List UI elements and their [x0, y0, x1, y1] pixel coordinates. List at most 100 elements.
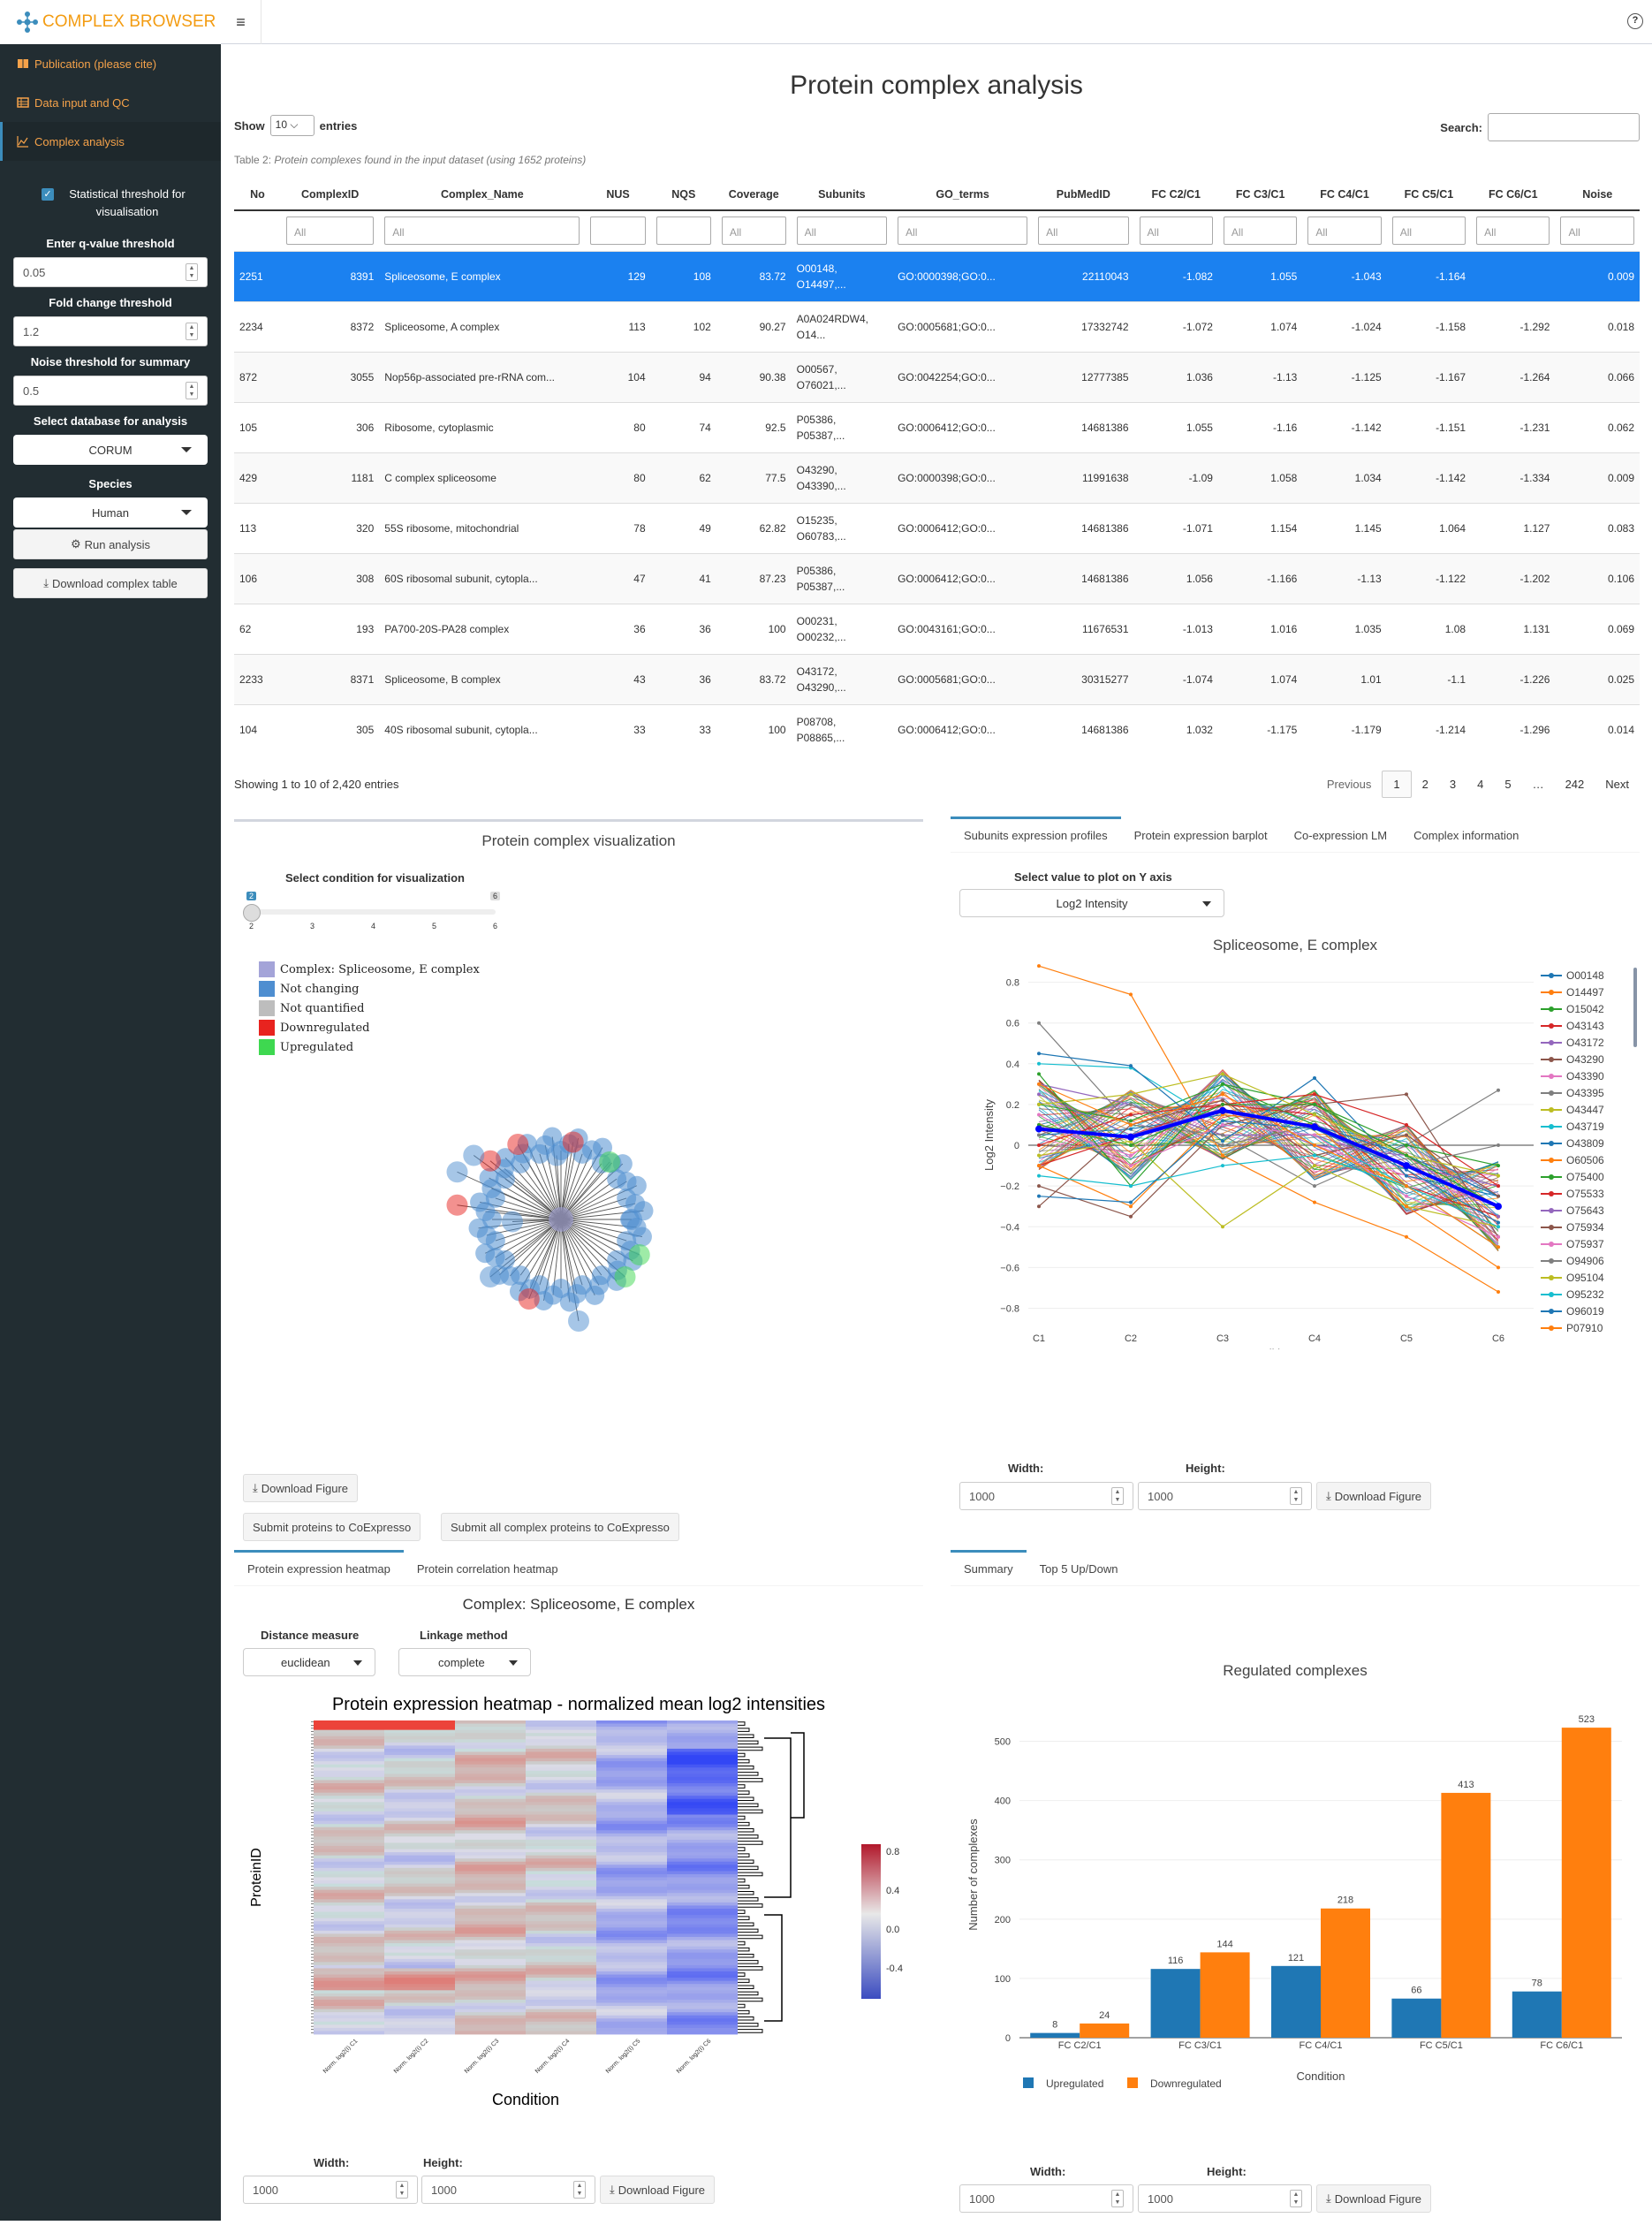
- bar[interactable]: [1271, 1965, 1321, 2038]
- sidebar-toggle-button[interactable]: ≡: [221, 0, 261, 44]
- series-line[interactable]: [1038, 1140, 1499, 1228]
- database-select[interactable]: CORUM: [13, 435, 208, 465]
- legend-label[interactable]: O43143: [1566, 1020, 1604, 1032]
- network-node[interactable]: [480, 1266, 501, 1287]
- bar[interactable]: [1512, 1991, 1562, 2038]
- series-line[interactable]: [1038, 1108, 1499, 1209]
- column-filter-input[interactable]: [655, 216, 711, 246]
- legend-label[interactable]: O60506: [1566, 1154, 1604, 1166]
- download-complex-table-button[interactable]: ⤓ Download complex table: [13, 568, 208, 598]
- sidebar-item-data-input[interactable]: Data input and QC: [0, 83, 221, 122]
- column-header[interactable]: Noise: [1555, 178, 1640, 211]
- column-filter-input[interactable]: [590, 216, 646, 246]
- network-node[interactable]: [446, 1161, 468, 1183]
- run-analysis-button[interactable]: ⚙ Run analysis: [13, 529, 208, 559]
- legend-label[interactable]: O96019: [1566, 1305, 1604, 1318]
- download-network-button[interactable]: ⤓ Download Figure: [243, 1474, 359, 1502]
- bar[interactable]: [1561, 1728, 1611, 2038]
- sidebar-item-publication[interactable]: Publication (please cite): [0, 44, 221, 83]
- legend-label[interactable]: O00148: [1566, 969, 1604, 982]
- series-line[interactable]: [1038, 965, 1499, 1293]
- tab-coexpression-lm[interactable]: Co-expression LM: [1293, 829, 1388, 842]
- page-length-select[interactable]: 10 ⌵: [269, 115, 314, 136]
- series-line[interactable]: [1038, 1073, 1499, 1177]
- column-header[interactable]: NUS: [585, 178, 651, 211]
- column-header[interactable]: FC C6/C1: [1471, 178, 1556, 211]
- page-button[interactable]: 5: [1504, 778, 1512, 791]
- legend-label[interactable]: O43809: [1566, 1137, 1604, 1150]
- legend-label[interactable]: O43290: [1566, 1053, 1604, 1066]
- column-header[interactable]: FC C3/C1: [1217, 178, 1303, 211]
- table-row[interactable]: 2233 8371 Spliceosome, B complex 43 36 83.72 O…: [234, 653, 1640, 704]
- spinner-icon[interactable]: ▲ ▼: [1111, 1487, 1124, 1505]
- column-filter-input[interactable]: All: [796, 216, 888, 246]
- noise-input[interactable]: 0.5 ▲ ▼: [13, 376, 208, 406]
- legend-label[interactable]: O14497: [1566, 986, 1604, 999]
- table-row[interactable]: 2234 8372 Spliceosome, A complex 113 102 90.2…: [234, 300, 1640, 352]
- next-page-button[interactable]: Next: [1605, 778, 1629, 791]
- legend-label[interactable]: O75934: [1566, 1221, 1604, 1234]
- distance-measure-select[interactable]: euclidean: [243, 1648, 375, 1676]
- sidebar-item-complex-analysis[interactable]: Complex analysis: [0, 122, 221, 161]
- column-filter-input[interactable]: All: [1038, 216, 1129, 246]
- table-row[interactable]: 104 305 40S ribosomal subunit, cytopla... 3…: [234, 703, 1640, 755]
- bar[interactable]: [1391, 1998, 1442, 2038]
- column-filter-input[interactable]: All: [285, 216, 375, 246]
- column-filter-input[interactable]: All: [1560, 216, 1634, 246]
- bar[interactable]: [1321, 1908, 1370, 2038]
- legend-label[interactable]: O43390: [1566, 1070, 1604, 1082]
- series-line[interactable]: [1038, 1052, 1499, 1197]
- bar[interactable]: [1441, 1792, 1491, 2038]
- page-button[interactable]: 3: [1449, 778, 1457, 791]
- legend-label[interactable]: O75400: [1566, 1171, 1604, 1183]
- series-line[interactable]: [1038, 1093, 1499, 1238]
- complex-center-node[interactable]: [549, 1207, 573, 1232]
- network-node[interactable]: [562, 1131, 584, 1153]
- page-button[interactable]: 242: [1565, 778, 1585, 791]
- column-filter-input[interactable]: All: [1307, 216, 1382, 246]
- height-input[interactable]: 1000 ▲ ▼: [1138, 2184, 1312, 2213]
- previous-page-button[interactable]: Previous: [1326, 778, 1372, 791]
- column-header[interactable]: GO_terms: [892, 178, 1034, 211]
- network-node[interactable]: [632, 1227, 652, 1247]
- network-node[interactable]: [518, 1288, 540, 1310]
- spinner-icon[interactable]: ▲ ▼: [1290, 1487, 1302, 1505]
- submit-all-coexpresso-button[interactable]: Submit all complex proteins to CoExpress…: [441, 1513, 679, 1541]
- column-header[interactable]: ComplexID: [280, 178, 380, 211]
- spinner-icon[interactable]: ▲ ▼: [573, 2181, 586, 2199]
- network-node[interactable]: [507, 1134, 529, 1155]
- network-node[interactable]: [463, 1144, 485, 1166]
- column-header[interactable]: NQS: [650, 178, 716, 211]
- series-line[interactable]: [1038, 1154, 1499, 1227]
- column-header[interactable]: Subunits: [791, 178, 893, 211]
- series-line[interactable]: [1038, 1093, 1499, 1187]
- legend-label[interactable]: O95232: [1566, 1288, 1604, 1301]
- bar[interactable]: [1200, 1952, 1250, 2038]
- column-header[interactable]: FC C5/C1: [1386, 178, 1472, 211]
- width-input[interactable]: 1000 ▲ ▼: [959, 2184, 1133, 2213]
- table-row[interactable]: 429 1181 C complex spliceosome 80 62 77.5 O432…: [234, 452, 1640, 503]
- table-row[interactable]: 113 320 55S ribosome, mitochondrial 78 49 62.…: [234, 502, 1640, 553]
- series-line[interactable]: [1038, 1093, 1499, 1218]
- legend-label[interactable]: O15042: [1566, 1003, 1604, 1015]
- series-line[interactable]: [1038, 1099, 1499, 1207]
- network-node[interactable]: [502, 1211, 523, 1233]
- tab-subunits-expression-profiles[interactable]: Subunits expression profiles: [951, 816, 1121, 852]
- column-header[interactable]: No: [234, 178, 281, 211]
- tab-protein-expression-barplot[interactable]: Protein expression barplot: [1133, 829, 1268, 842]
- legend-label[interactable]: O95104: [1566, 1272, 1604, 1284]
- app-logo[interactable]: COMPLEX BROWSER: [0, 0, 221, 44]
- network-node[interactable]: [614, 1266, 636, 1287]
- legend-label[interactable]: Downregulated: [1150, 2077, 1222, 2090]
- network-node[interactable]: [599, 1151, 620, 1173]
- legend-label[interactable]: Upregulated: [1046, 2077, 1103, 2090]
- legend-label[interactable]: O43447: [1566, 1104, 1604, 1116]
- series-line[interactable]: [1038, 1113, 1499, 1238]
- page-button[interactable]: 2: [1421, 778, 1428, 791]
- spinner-icon[interactable]: ▲ ▼: [1111, 2190, 1124, 2207]
- legend-label[interactable]: O75937: [1566, 1238, 1604, 1250]
- width-input[interactable]: 1000 ▲ ▼: [959, 1482, 1133, 1510]
- network-node[interactable]: [568, 1310, 589, 1332]
- column-filter-input[interactable]: All: [384, 216, 580, 246]
- column-header[interactable]: FC C4/C1: [1302, 178, 1387, 211]
